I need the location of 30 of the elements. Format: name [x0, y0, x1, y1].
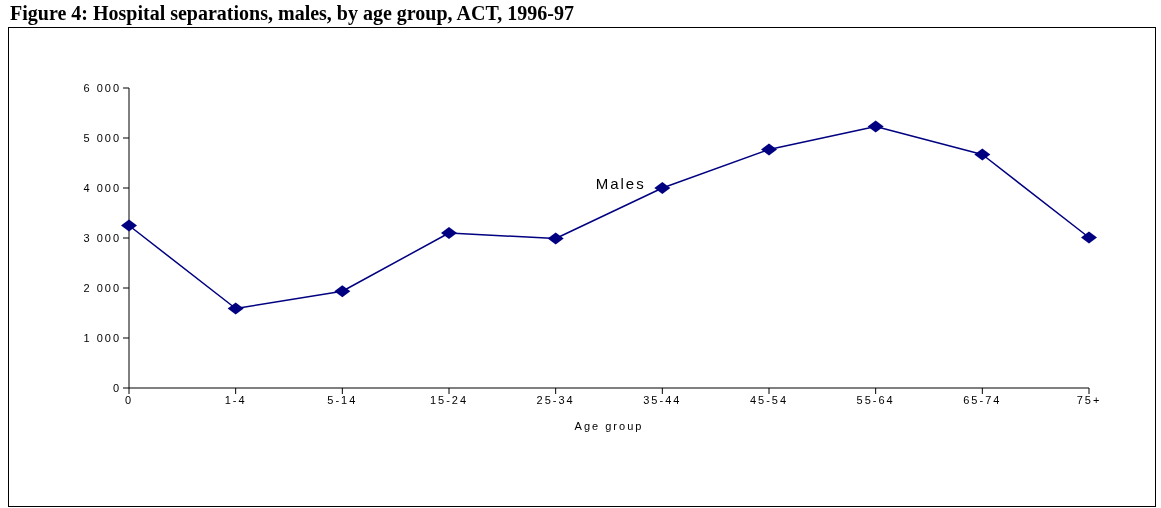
x-tick-label: 65-74 [963, 393, 1002, 406]
point [547, 232, 564, 245]
point [334, 285, 351, 298]
y-tick-label: 0 [112, 381, 121, 394]
point [441, 227, 457, 239]
point [867, 120, 884, 133]
x-tick-label: 25-34 [536, 393, 575, 406]
x-tick-label: 15-24 [429, 393, 469, 406]
x-tick-label: 55-64 [856, 393, 895, 406]
point [121, 219, 137, 232]
point [1081, 231, 1097, 244]
y-tick-label: 4 000 [83, 181, 121, 194]
x-tick-label: 5-14 [327, 393, 358, 406]
point [761, 143, 777, 156]
point [227, 302, 244, 315]
point [654, 182, 671, 194]
y-tick-label: 1 000 [83, 331, 121, 344]
x-tick-label: 75+ [1076, 393, 1102, 406]
x-axis-title: Age group [574, 420, 644, 432]
series-label: Males [595, 174, 646, 192]
point [974, 148, 991, 161]
x-tick-label: 45-54 [749, 393, 789, 406]
y-tick-label: 5 000 [83, 131, 121, 144]
x-tick-label: 35-44 [643, 393, 682, 406]
chart-title: Figure 4: Hospital separations, males, by age group, ACT, 1996-97 [10, 2, 575, 25]
x-tick-label: 0 [124, 393, 134, 406]
y-tick-label: 6 000 [83, 81, 121, 94]
x-tick-label: 1-4 [224, 393, 247, 406]
y-tick-label: 3 000 [83, 231, 121, 244]
y-tick-label: 2 000 [83, 281, 121, 294]
